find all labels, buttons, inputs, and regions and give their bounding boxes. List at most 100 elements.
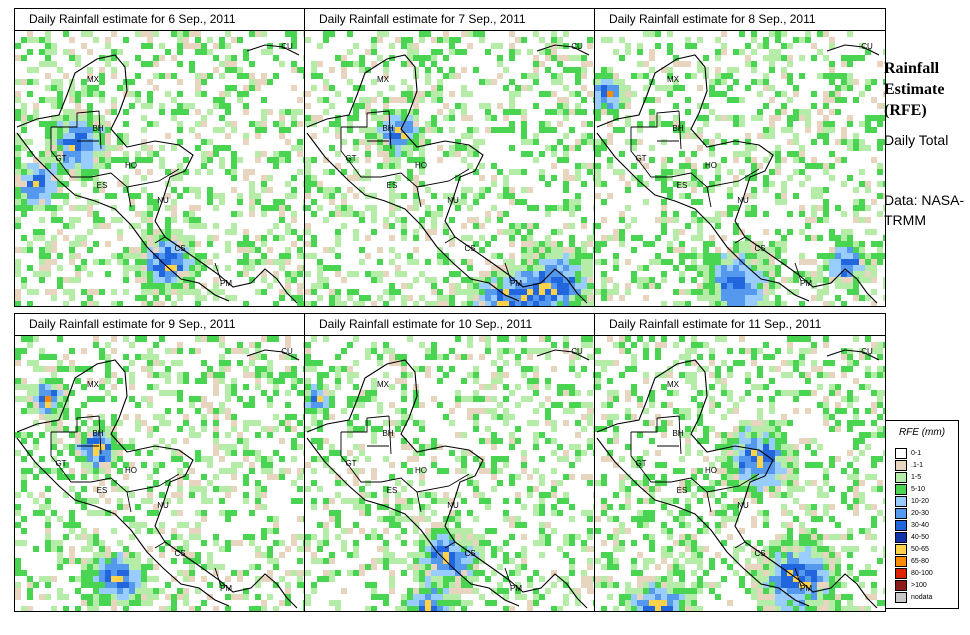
rain-cell [655,348,661,354]
rain-cell [99,420,105,426]
rain-cell [99,582,105,588]
rain-cell [69,175,75,181]
rain-cell [335,289,341,295]
rain-cell [69,145,75,151]
rain-cell [607,67,613,73]
rain-cell [733,49,739,55]
rain-cell [419,199,425,205]
rain-cell [835,283,841,289]
rain-cell [341,55,347,61]
rain-cell [33,67,39,73]
rain-cell [431,582,437,588]
rain-cell [105,121,111,127]
rain-cell [201,474,207,480]
rain-cell [377,594,383,600]
rain-cell [461,606,467,611]
rain-cell [383,31,389,37]
rain-cell [177,253,183,259]
rain-cell [267,432,273,438]
rain-cell [551,55,557,61]
rain-cell [15,360,21,366]
rain-cell [751,67,757,73]
rain-cell [177,450,183,456]
rain-cell [805,121,811,127]
rain-cell [347,295,353,301]
rain-cell [715,49,721,55]
rain-cell [225,444,231,450]
rain-cell [45,540,51,546]
rain-cell [847,31,853,37]
rain-cell [697,85,703,91]
rain-cell [105,360,111,366]
rain-cell [637,235,643,241]
rain-cell [231,378,237,384]
rain-cell [563,205,569,211]
rain-cell [141,570,147,576]
rain-cell [449,570,455,576]
rain-cell [853,97,859,103]
rain-cell [249,181,255,187]
rain-cell [15,139,21,145]
rain-cell [515,360,521,366]
rain-cell [231,594,237,600]
rain-cell [563,390,569,396]
rain-cell [389,588,395,594]
rain-cell [389,570,395,576]
rain-cell [413,277,419,283]
rain-cell [147,492,153,498]
rain-cell [323,193,329,199]
rain-cell [527,492,533,498]
rain-cell [449,301,455,306]
rain-cell [171,109,177,115]
rain-cell [551,283,557,289]
rain-cell [497,480,503,486]
rain-cell [87,498,93,504]
rain-cell [625,223,631,229]
rain-cell [799,157,805,163]
rain-cell [129,600,135,606]
rain-cell [413,498,419,504]
rain-cell [267,462,273,468]
rain-cell [697,67,703,73]
rain-cell [557,121,563,127]
rain-cell [515,492,521,498]
rain-cell [93,450,99,456]
rain-cell [715,37,721,43]
rain-cell [99,588,105,594]
rain-cell [643,283,649,289]
rain-cell [443,600,449,606]
rain-cell [57,420,63,426]
rain-cell [667,169,673,175]
rain-cell [697,223,703,229]
rain-cell [297,444,303,450]
rain-cell [715,283,721,289]
rain-cell [715,79,721,85]
rain-cell [811,360,817,366]
rain-cell [111,193,117,199]
rain-cell [841,366,847,372]
rain-cell [383,139,389,145]
rain-cell [99,259,105,265]
rain-cell [485,426,491,432]
rain-cell [769,55,775,61]
rain-cell [63,169,69,175]
rain-cell [883,103,885,109]
rain-cell [383,301,389,306]
rain-cell [365,67,371,73]
rain-cell [679,85,685,91]
rain-cell [57,103,63,109]
rain-cell [745,157,751,163]
rain-cell [189,402,195,408]
rain-cell [491,283,497,289]
rain-cell [449,546,455,552]
rain-cell [231,157,237,163]
rain-cell [461,462,467,468]
rain-cell [285,157,291,163]
rain-cell [285,420,291,426]
rain-cell [751,241,757,247]
rain-cell [105,259,111,265]
rain-cell [123,462,129,468]
rain-cell [273,73,279,79]
rain-cell [39,402,45,408]
rain-cell [231,61,237,67]
